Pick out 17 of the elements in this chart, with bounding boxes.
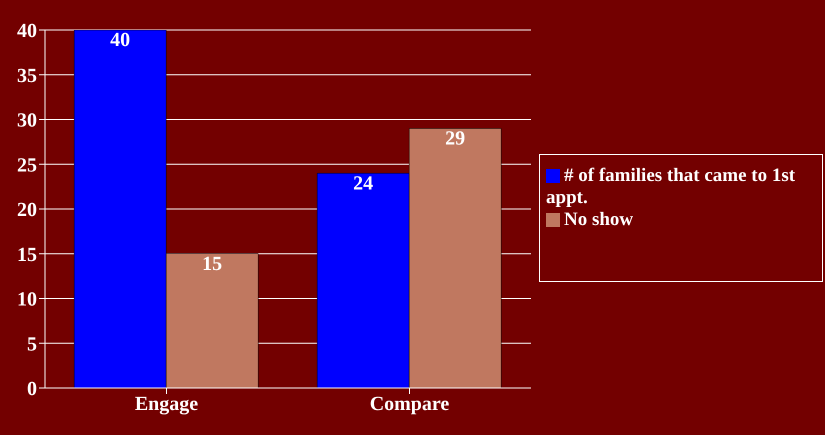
y-tick-label: 0	[27, 378, 37, 400]
y-tick-label: 15	[17, 244, 37, 266]
y-tick-label: 30	[17, 110, 37, 132]
legend-label: # of families that came to 1st appt.	[546, 164, 796, 208]
y-tick-label: 20	[17, 199, 37, 222]
legend-label: No show	[564, 208, 634, 230]
x-tick-label: Engage	[134, 393, 198, 416]
y-tick-label: 40	[17, 20, 37, 42]
y-tick-label: 10	[17, 288, 37, 311]
x-tick-label: Compare	[370, 393, 450, 416]
data-label: 40	[110, 29, 130, 52]
y-tick-label: 25	[17, 154, 37, 176]
data-label: 24	[353, 172, 374, 194]
y-tick-label: 35	[17, 64, 37, 87]
data-label: 29	[445, 128, 466, 150]
data-label: 15	[202, 252, 222, 275]
y-tick-label: 5	[27, 333, 37, 356]
